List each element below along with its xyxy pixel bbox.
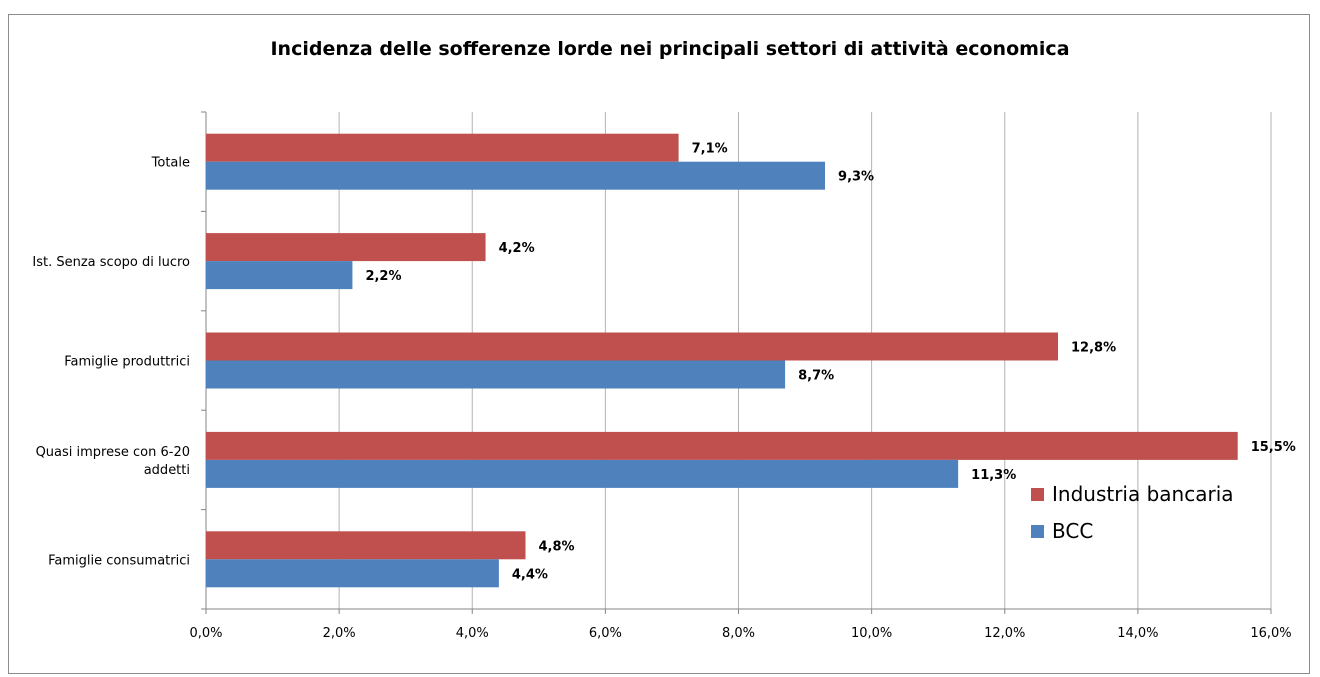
x-tick-label: 0,0%: [189, 626, 222, 641]
data-label: 15,5%: [1251, 440, 1296, 455]
data-label: 7,1%: [692, 142, 728, 157]
bar: [206, 133, 679, 162]
chart-title: Incidenza delle sofferenze lorde nei pri…: [270, 38, 1069, 60]
data-label: 4,2%: [499, 241, 535, 256]
data-label: 8,7%: [798, 369, 834, 384]
category-label: Famiglie produttrici: [64, 355, 190, 370]
category-label: Totale: [151, 156, 190, 171]
x-tick-label: 16,0%: [1250, 626, 1291, 641]
data-label: 9,3%: [838, 170, 874, 185]
x-tick-label: 6,0%: [589, 626, 622, 641]
category-label: Quasi imprese con 6-20: [36, 445, 190, 460]
x-tick-label: 4,0%: [456, 626, 489, 641]
category-label: Famiglie consumatrici: [48, 553, 190, 568]
x-tick-label: 12,0%: [984, 626, 1025, 641]
bar: [206, 161, 826, 190]
bar: [206, 261, 353, 290]
legend-swatch: [1031, 488, 1044, 501]
legend-label: Industria bancaria: [1052, 482, 1234, 506]
bar: [206, 332, 1058, 361]
x-tick-label: 2,0%: [323, 626, 356, 641]
bar: [206, 531, 526, 560]
x-tick-label: 8,0%: [722, 626, 755, 641]
data-label: 4,4%: [512, 567, 548, 582]
data-label: 11,3%: [971, 468, 1016, 483]
bar: [206, 360, 786, 389]
x-tick-label: 10,0%: [851, 626, 892, 641]
bar: [206, 459, 959, 488]
bar: [206, 233, 486, 262]
data-label: 4,8%: [539, 539, 575, 554]
legend-label: BCC: [1052, 519, 1093, 543]
bar: [206, 559, 499, 588]
data-label: 12,8%: [1071, 341, 1116, 356]
category-label: Ist. Senza scopo di lucro: [32, 255, 190, 270]
bar: [206, 431, 1238, 460]
x-tick-label: 14,0%: [1117, 626, 1158, 641]
data-label: 2,2%: [365, 269, 401, 284]
legend-swatch: [1031, 525, 1044, 538]
category-label: addetti: [144, 463, 190, 478]
